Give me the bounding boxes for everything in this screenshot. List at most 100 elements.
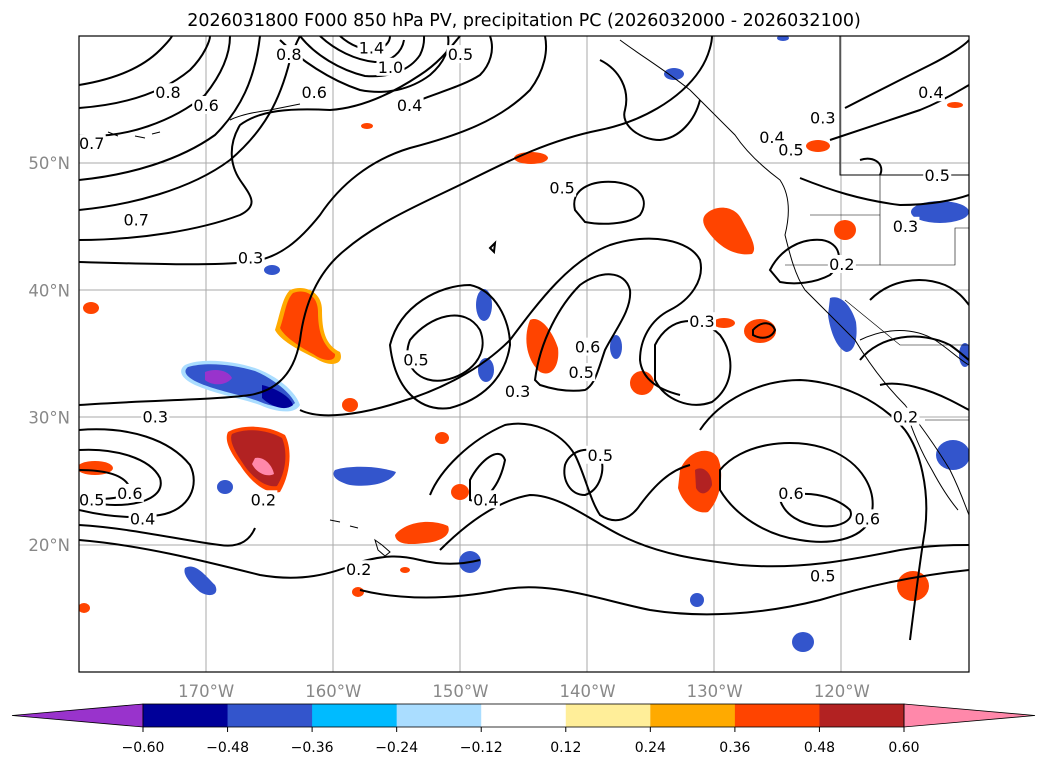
precip-patch [630, 371, 654, 395]
contour-label: 0.5 [810, 567, 835, 586]
contour-label: 0.6 [193, 96, 218, 115]
precip-patch [333, 466, 396, 486]
contour-label: 0.4 [918, 83, 943, 102]
precip-patch [451, 484, 469, 500]
contour-label: 0.5 [924, 166, 949, 185]
precip-patch [610, 335, 622, 359]
contour-label: 0.3 [143, 408, 168, 427]
contour-label: 0.3 [505, 382, 530, 401]
precip-patch [777, 36, 789, 41]
precip-patch [184, 566, 217, 596]
colorbar-segment [227, 704, 313, 727]
contour-label: 0.6 [778, 484, 803, 503]
contour-label: 0.2 [829, 255, 854, 274]
pv-contour [406, 314, 484, 382]
colorbar-segment [481, 704, 567, 727]
precip-patch [252, 457, 274, 476]
precip-patch [713, 318, 735, 328]
contour-label: 0.4 [473, 490, 498, 509]
precip-patch [744, 319, 776, 343]
contour-label: 0.5 [588, 446, 613, 465]
pv-contour [439, 493, 969, 568]
contour-label: 0.5 [448, 45, 473, 64]
contour-label-bg [376, 57, 405, 76]
contour-label-bg [249, 490, 278, 509]
colorbar-tick-label: −0.60 [122, 740, 165, 756]
precip-patch [792, 632, 814, 652]
contour-label-bg [586, 445, 615, 464]
colorbar-tick-label: 0.48 [804, 740, 835, 756]
pv-contour [79, 36, 173, 86]
precip-patch [936, 440, 969, 470]
contour-label: 0.6 [575, 338, 600, 357]
contour-label-bg [503, 382, 532, 401]
precip-patch [806, 140, 830, 152]
pv-contour [533, 273, 632, 392]
contour-label-bg [446, 45, 475, 64]
colorbar-tick-label: 0.36 [719, 740, 750, 756]
contour-label-bg [79, 490, 106, 509]
map-panel: 0.80.60.70.70.80.61.41.00.50.40.30.50.50… [28, 35, 970, 701]
precip-patch [280, 291, 336, 360]
border [844, 299, 969, 346]
contour-label: 0.6 [855, 509, 880, 528]
pv-contour [79, 428, 195, 519]
precip-patch [400, 567, 410, 573]
contour-label-bg [357, 38, 386, 57]
precip-patch [352, 587, 364, 597]
contour-label-bg [395, 95, 424, 114]
contour-label: 0.5 [79, 490, 104, 509]
pv-contour [279, 36, 450, 93]
contour-label: 1.4 [359, 39, 384, 58]
pv-contour [79, 36, 261, 181]
pv-contour [859, 157, 883, 176]
colorbar-tick-label: 0.12 [550, 740, 581, 756]
contour-label: 0.4 [130, 509, 155, 528]
pv-contour [419, 36, 493, 101]
contour-label-bg [853, 509, 882, 528]
pv-contour [79, 36, 211, 109]
colorbar: −0.60 −0.48 −0.36 −0.24 −0.12 0.12 0.24 0.36 0.4… [11, 703, 1036, 756]
pv-contour [599, 59, 701, 142]
pv-contour [654, 320, 732, 406]
colorbar-segment [143, 704, 229, 727]
precip-patch [690, 593, 704, 607]
contour-label-bg [141, 407, 170, 426]
borders [785, 175, 969, 421]
colorbar-segment [734, 704, 820, 727]
contour-label: 0.2 [893, 408, 918, 427]
contour-label: 0.5 [549, 179, 574, 198]
pv-contour [768, 238, 840, 285]
contour-label: 0.5 [778, 140, 803, 159]
contour-label: 0.8 [155, 83, 180, 102]
pv-contour [869, 279, 969, 306]
lon-tick-label: 150°W [432, 682, 488, 701]
precip-patch [217, 480, 233, 494]
pv-contour [319, 36, 405, 64]
coastline [329, 519, 391, 557]
colorbar-tick-label: −0.36 [291, 740, 334, 756]
contour-label-bg [154, 83, 182, 102]
precip-patch [703, 207, 755, 255]
precip-patch [947, 102, 963, 108]
colorbar-tick-label: −0.12 [460, 740, 503, 756]
precip-patch [361, 123, 373, 129]
contour-label-bg [777, 483, 805, 502]
contour-label-bg [567, 363, 596, 382]
contour-label: 0.3 [238, 249, 263, 268]
pv-contour [829, 84, 969, 141]
coastline [229, 103, 301, 121]
colorbar-tick-label: 0.60 [888, 740, 919, 756]
colorbar-tick-label: −0.24 [375, 740, 418, 756]
colorbar-segment [650, 704, 736, 727]
contour-label-bg [79, 134, 106, 153]
contour-label: 0.6 [117, 484, 142, 503]
contour-label-bg [300, 83, 329, 102]
pv-contour [79, 36, 713, 406]
precip-patch [664, 68, 684, 80]
contour-label: 0.6 [301, 83, 326, 102]
colorbar-frame [142, 703, 905, 728]
contour-label: 0.7 [79, 134, 104, 153]
map-title: 2026031800 F000 850 hPa PV, precipitatio… [187, 11, 861, 31]
pv-contour [299, 237, 702, 417]
